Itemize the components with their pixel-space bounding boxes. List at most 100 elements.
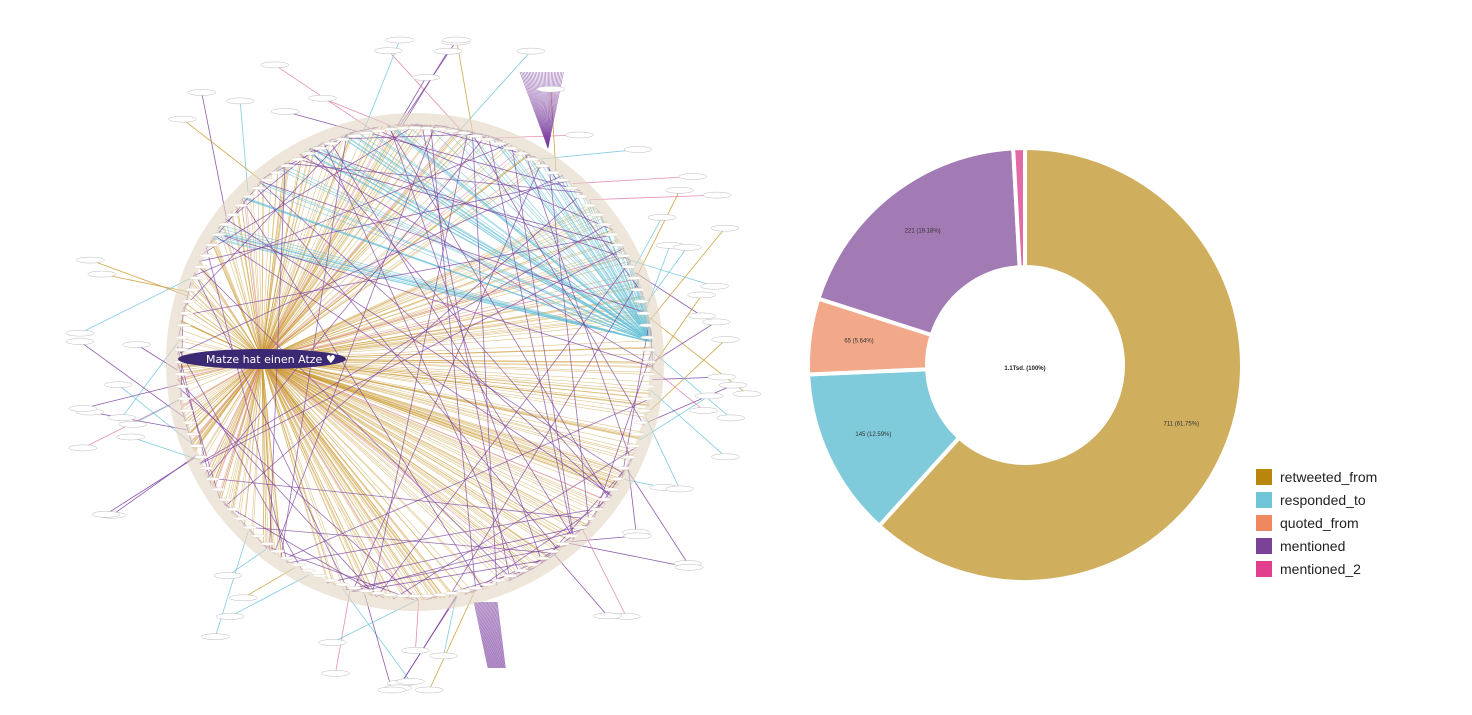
network-node[interactable] — [564, 534, 579, 538]
network-node[interactable] — [442, 36, 471, 44]
network-node[interactable] — [251, 534, 266, 538]
network-node[interactable] — [270, 108, 300, 115]
network-node[interactable] — [323, 141, 339, 146]
network-node[interactable] — [229, 594, 258, 602]
network-node[interactable] — [87, 270, 116, 278]
network-node[interactable] — [270, 549, 285, 554]
network-node[interactable] — [301, 568, 316, 573]
network-node[interactable] — [65, 338, 95, 345]
network-node[interactable] — [444, 129, 459, 133]
network-node[interactable] — [174, 347, 189, 352]
network-node[interactable] — [716, 414, 745, 422]
network-node[interactable] — [176, 396, 192, 401]
network-node[interactable] — [545, 170, 560, 175]
network-node[interactable] — [640, 384, 655, 389]
network-node[interactable] — [707, 373, 737, 381]
network-node[interactable] — [689, 407, 719, 414]
network-node[interactable] — [347, 586, 362, 590]
legend-item-mentioned[interactable]: mentioned — [1256, 534, 1377, 557]
network-node[interactable] — [218, 222, 233, 227]
network-node[interactable] — [687, 312, 717, 320]
network-node[interactable] — [175, 335, 190, 340]
network-node[interactable] — [122, 341, 151, 348]
network-node[interactable] — [638, 323, 654, 328]
network-node[interactable] — [359, 131, 374, 135]
network-node[interactable] — [564, 186, 579, 190]
network-node[interactable] — [199, 466, 214, 471]
network-node[interactable] — [564, 131, 594, 139]
network-node[interactable] — [524, 562, 540, 567]
network-node[interactable] — [694, 392, 724, 400]
network-node[interactable] — [308, 94, 337, 102]
network-node[interactable] — [290, 562, 306, 567]
network-node[interactable] — [280, 163, 295, 168]
network-node[interactable] — [65, 329, 95, 337]
network-node[interactable] — [175, 384, 190, 389]
network-node[interactable] — [199, 253, 214, 258]
network-node[interactable] — [290, 157, 306, 162]
network-node[interactable] — [616, 253, 631, 258]
legend-item-mentioned-2[interactable]: mentioned_2 — [1256, 557, 1377, 580]
network-node[interactable] — [638, 396, 654, 401]
network-node[interactable] — [225, 212, 241, 217]
network-node[interactable] — [116, 433, 145, 441]
network-node[interactable] — [323, 578, 339, 583]
network-node[interactable] — [711, 453, 740, 461]
network-node[interactable] — [610, 243, 625, 247]
network-node[interactable] — [647, 214, 677, 221]
network-node[interactable] — [444, 591, 459, 595]
network-node[interactable] — [516, 47, 546, 55]
legend-item-quoted-from[interactable]: quoted_from — [1256, 511, 1377, 534]
network-node[interactable] — [205, 243, 220, 247]
network-node[interactable] — [189, 444, 204, 448]
network-node[interactable] — [201, 633, 230, 640]
network-node[interactable] — [589, 212, 605, 217]
network-node[interactable] — [581, 516, 597, 521]
network-node[interactable] — [318, 639, 347, 646]
network-node[interactable] — [68, 444, 98, 452]
network-node[interactable] — [189, 276, 204, 280]
network-node[interactable] — [674, 564, 704, 571]
network-node[interactable] — [335, 137, 350, 142]
network-node[interactable] — [555, 178, 570, 182]
network-node[interactable] — [641, 347, 656, 352]
network-node[interactable] — [359, 589, 374, 593]
network-node[interactable] — [383, 127, 398, 132]
network-node[interactable] — [672, 244, 702, 251]
network-node[interactable] — [260, 61, 289, 69]
network-node[interactable] — [91, 511, 121, 518]
network-node[interactable] — [407, 594, 423, 598]
network-node[interactable] — [415, 686, 444, 694]
network-node[interactable] — [665, 485, 694, 493]
network-node[interactable] — [633, 420, 649, 425]
network-node[interactable] — [181, 420, 197, 425]
network-node[interactable] — [433, 47, 463, 55]
network-node[interactable] — [185, 432, 200, 437]
network-node[interactable] — [678, 173, 708, 180]
network-node[interactable] — [185, 287, 200, 292]
network-node[interactable] — [181, 299, 197, 304]
network-node[interactable] — [616, 466, 631, 471]
network-node[interactable] — [107, 414, 137, 421]
network-node[interactable] — [371, 591, 386, 595]
network-node[interactable] — [377, 686, 407, 694]
network-node[interactable] — [640, 335, 655, 340]
network-node[interactable] — [347, 134, 362, 138]
network-node[interactable] — [555, 542, 570, 546]
network-node[interactable] — [420, 593, 435, 598]
network-node[interactable] — [468, 134, 483, 138]
network-node[interactable] — [396, 678, 425, 685]
network-node[interactable] — [233, 203, 249, 208]
network-node[interactable] — [260, 178, 275, 182]
network-node[interactable] — [251, 186, 266, 190]
network-node[interactable] — [76, 256, 105, 264]
network-node[interactable] — [335, 582, 350, 587]
network-node[interactable] — [535, 556, 550, 561]
network-node[interactable] — [395, 593, 410, 598]
network-node[interactable] — [225, 97, 255, 105]
network-node[interactable] — [321, 670, 350, 677]
network-node[interactable] — [104, 381, 133, 389]
network-node[interactable] — [118, 421, 148, 428]
network-node[interactable] — [491, 578, 507, 583]
network-node[interactable] — [456, 589, 471, 593]
